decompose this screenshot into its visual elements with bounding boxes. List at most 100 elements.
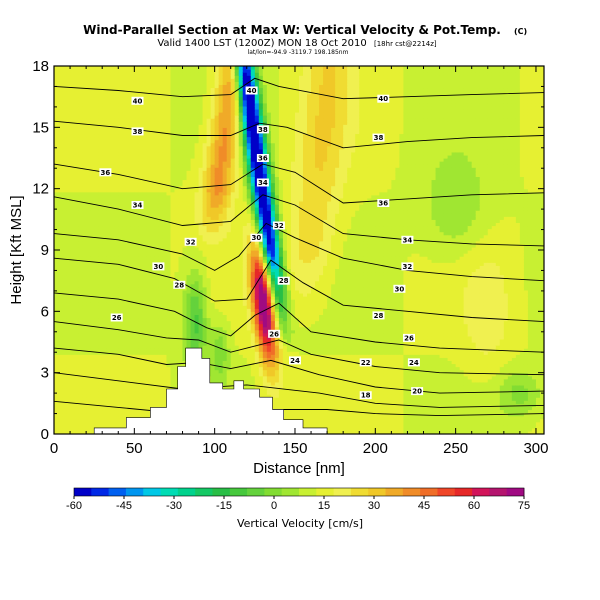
field-cell (194, 158, 200, 162)
field-cell (210, 148, 216, 153)
field-cell (70, 351, 75, 355)
field-cell (74, 182, 79, 187)
field-cell (150, 311, 156, 315)
field-cell (202, 216, 208, 220)
field-cell (122, 326, 127, 331)
field-cell (58, 142, 63, 147)
field-cell (126, 360, 131, 365)
field-cell (78, 136, 83, 141)
field-cell (146, 289, 151, 294)
field-cell (94, 360, 99, 365)
field-cell (58, 326, 63, 331)
field-cell (174, 84, 180, 89)
field-cell (134, 329, 139, 334)
field-cell (78, 375, 83, 380)
field-cell (130, 142, 135, 147)
field-cell (58, 342, 63, 346)
field-cell (126, 237, 131, 242)
field-cell (98, 332, 103, 337)
field-cell (54, 317, 59, 322)
field-cell (206, 332, 212, 337)
field-cell (102, 268, 107, 273)
field-cell (90, 216, 95, 220)
field-cell (86, 93, 91, 98)
field-cell (90, 69, 95, 73)
field-cell (118, 378, 123, 383)
field-cell (194, 173, 200, 177)
field-cell (138, 216, 143, 220)
field-cell (54, 289, 59, 294)
field-cell (98, 415, 103, 420)
field-cell (198, 335, 204, 340)
field-cell (146, 366, 151, 371)
field-cell (170, 108, 176, 113)
field-cell (98, 151, 103, 156)
field-cell (170, 363, 176, 368)
field-cell (74, 81, 79, 85)
field-cell (198, 154, 204, 159)
field-cell (214, 127, 220, 131)
field-cell (154, 69, 160, 73)
field-cell (146, 283, 151, 288)
field-cell (86, 381, 91, 386)
field-cell (94, 351, 99, 355)
field-cell (74, 87, 79, 92)
field-cell (118, 154, 123, 159)
field-cell (118, 176, 123, 181)
field-cell (162, 124, 168, 128)
field-cell (198, 161, 204, 165)
field-cell (206, 197, 212, 202)
field-cell (198, 228, 204, 233)
field-cell (214, 176, 220, 181)
field-cell (126, 243, 131, 248)
field-cell (146, 234, 151, 239)
field-cell (146, 335, 151, 340)
field-cell (174, 87, 180, 92)
field-cell (82, 363, 87, 368)
field-cell (90, 194, 95, 199)
field-cell (162, 388, 168, 392)
field-cell (162, 136, 168, 141)
field-cell (174, 317, 180, 322)
field-cell (114, 75, 119, 79)
field-cell (66, 161, 71, 165)
field-cell (194, 90, 200, 95)
field-cell (58, 108, 63, 113)
field-cell (110, 250, 115, 254)
field-cell (114, 78, 119, 82)
field-cell (106, 409, 111, 414)
field-cell (126, 108, 131, 113)
field-cell (74, 320, 79, 325)
field-cell (102, 207, 107, 211)
field-cell (106, 142, 111, 147)
field-cell (82, 219, 87, 223)
field-cell (102, 105, 107, 110)
field-cell (142, 286, 147, 291)
field-cell (62, 148, 67, 153)
field-cell (102, 397, 107, 401)
field-cell (86, 99, 91, 104)
field-cell (154, 342, 160, 346)
field-cell (118, 280, 123, 285)
field-cell (186, 302, 192, 306)
field-cell (54, 228, 59, 233)
field-cell (62, 424, 67, 429)
field-cell (78, 262, 83, 266)
field-cell (166, 112, 172, 116)
field-cell (122, 213, 127, 217)
field-cell (58, 406, 63, 411)
field-cell (62, 158, 67, 162)
field-cell (118, 375, 123, 380)
field-cell (166, 360, 172, 365)
field-cell (114, 363, 119, 368)
field-cell (94, 268, 99, 273)
field-cell (170, 66, 176, 70)
field-cell (74, 369, 79, 374)
field-cell (218, 225, 224, 230)
field-cell (62, 142, 67, 147)
field-cell (94, 262, 99, 266)
field-cell (118, 292, 123, 297)
field-cell (214, 357, 220, 361)
field-cell (214, 216, 220, 220)
field-cell (98, 118, 103, 122)
